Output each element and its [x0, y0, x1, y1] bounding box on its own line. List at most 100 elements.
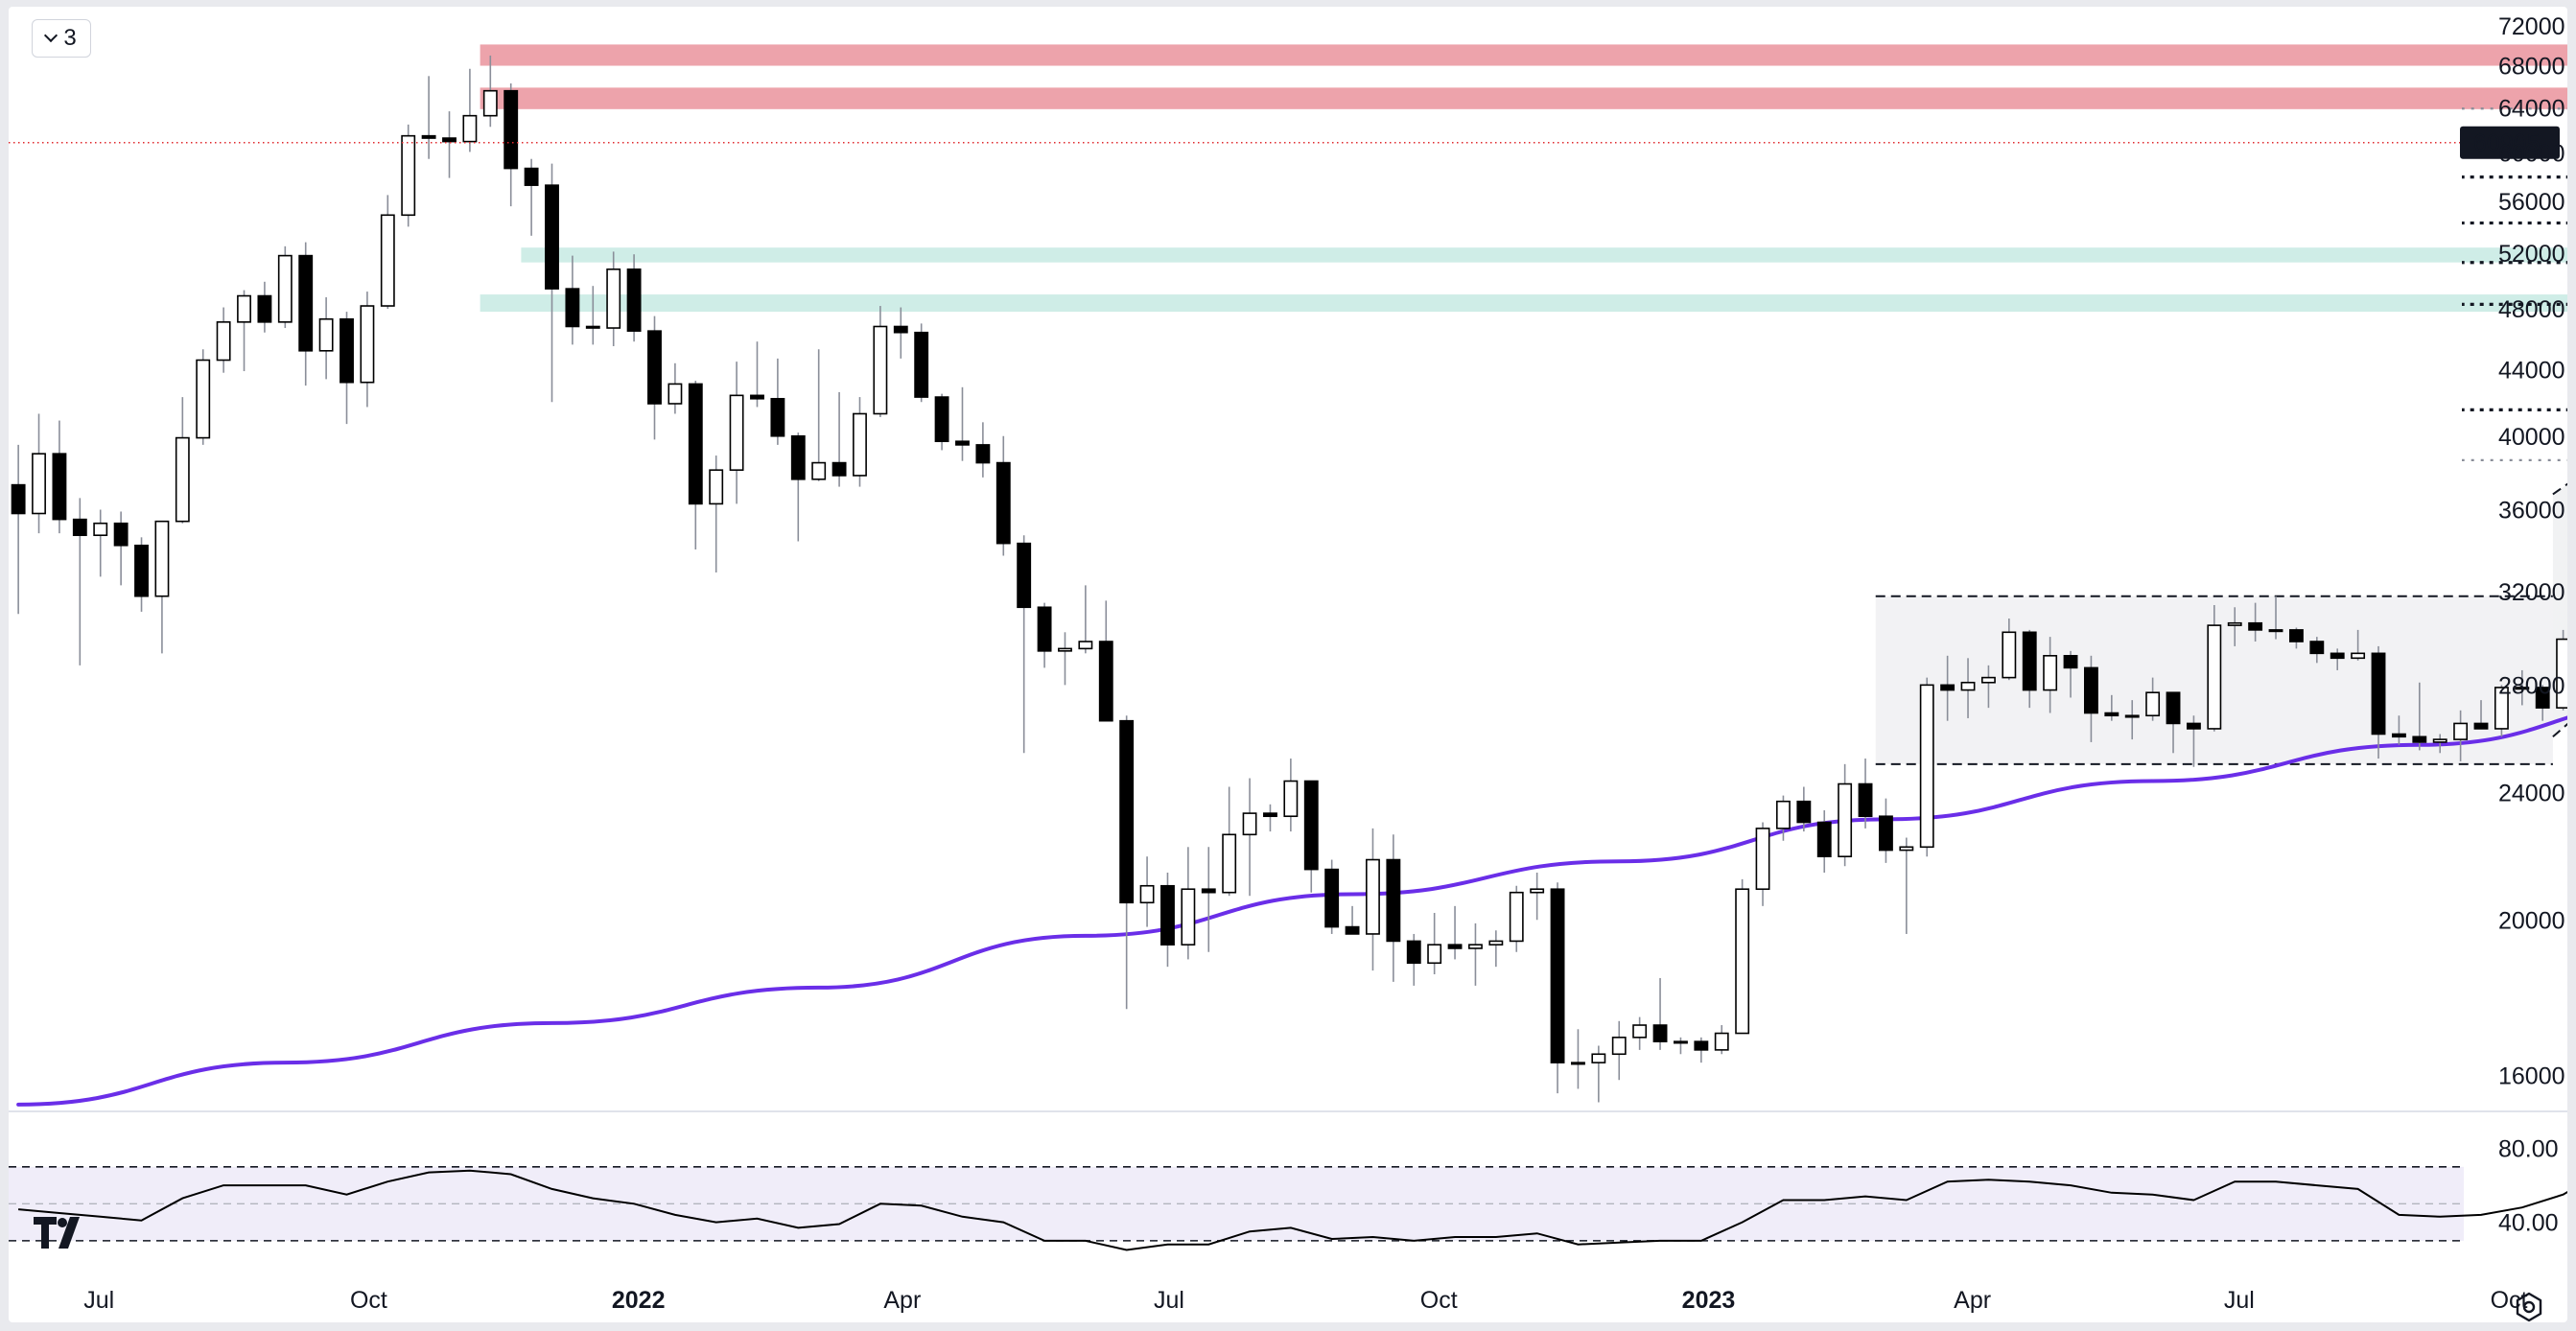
candle-up[interactable]: [1468, 922, 1483, 986]
candle-up[interactable]: [1919, 677, 1934, 857]
candle-up[interactable]: [401, 124, 416, 227]
candle-up[interactable]: [1735, 878, 1750, 1035]
candle-up[interactable]: [1509, 885, 1524, 952]
candle-up[interactable]: [1674, 1037, 1688, 1055]
candle-down[interactable]: [2104, 694, 2119, 721]
candle-down[interactable]: [340, 312, 354, 425]
candle-down[interactable]: [1324, 859, 1340, 934]
candle-up[interactable]: [380, 195, 395, 310]
candle-down[interactable]: [11, 444, 26, 615]
candle-up[interactable]: [2227, 607, 2242, 646]
support-zone[interactable]: [521, 247, 2567, 263]
candle-down[interactable]: [2083, 655, 2098, 742]
candle-up[interactable]: [216, 307, 231, 373]
candle-up[interactable]: [1632, 1016, 1648, 1050]
candle-up[interactable]: [93, 509, 108, 577]
candle-up[interactable]: [1776, 795, 1791, 841]
candle-down[interactable]: [955, 386, 970, 461]
candle-down[interactable]: [1550, 882, 1565, 1094]
candle-up[interactable]: [175, 397, 190, 524]
candle-down[interactable]: [2473, 700, 2489, 730]
candle-down[interactable]: [1652, 977, 1668, 1050]
candle-up[interactable]: [729, 362, 744, 504]
candle-up[interactable]: [1530, 873, 1545, 921]
candle-up[interactable]: [196, 349, 211, 445]
collapse-indicators-button[interactable]: 3: [32, 19, 91, 58]
candle-down[interactable]: [2371, 645, 2386, 759]
candle-down[interactable]: [2309, 637, 2325, 664]
candle-down[interactable]: [2330, 648, 2345, 670]
candle-up[interactable]: [1899, 837, 1914, 934]
candle-up[interactable]: [2002, 618, 2017, 681]
candle-up[interactable]: [1714, 1025, 1729, 1055]
support-zone[interactable]: [480, 294, 2567, 313]
candle-down[interactable]: [1858, 759, 1873, 829]
candle-down[interactable]: [585, 286, 600, 345]
candle-up[interactable]: [1960, 658, 1976, 718]
candle-up[interactable]: [1980, 665, 1996, 709]
candle-down[interactable]: [2022, 629, 2037, 709]
candle-up[interactable]: [1139, 856, 1155, 927]
candle-down[interactable]: [1345, 905, 1360, 935]
candle-down[interactable]: [626, 254, 642, 342]
candle-up[interactable]: [1427, 913, 1442, 974]
candle-down[interactable]: [1406, 933, 1421, 986]
candle-down[interactable]: [298, 242, 314, 386]
candle-down[interactable]: [545, 163, 559, 403]
candle-up[interactable]: [318, 297, 334, 380]
candle-down[interactable]: [1796, 786, 1812, 832]
candle-down[interactable]: [257, 281, 272, 333]
resistance-zone[interactable]: [480, 44, 2567, 66]
candle-down[interactable]: [72, 498, 87, 666]
candle-down[interactable]: [831, 391, 847, 487]
candle-down[interactable]: [750, 341, 764, 408]
candle-up[interactable]: [1078, 585, 1093, 654]
settings-gear-icon[interactable]: [2514, 1292, 2544, 1322]
candle-up[interactable]: [1181, 847, 1196, 960]
candle-up[interactable]: [667, 362, 683, 414]
candle-down[interactable]: [914, 323, 929, 403]
candle-down[interactable]: [524, 158, 539, 236]
candle-down[interactable]: [52, 420, 67, 534]
candle-up[interactable]: [2145, 677, 2161, 721]
candle-up[interactable]: [2494, 685, 2509, 737]
candle-down[interactable]: [1263, 804, 1277, 832]
candle-up[interactable]: [1058, 632, 1072, 686]
candle-up[interactable]: [462, 68, 478, 152]
candle-down[interactable]: [1447, 905, 1463, 960]
candle-down[interactable]: [1386, 834, 1401, 982]
candle-down[interactable]: [1119, 715, 1135, 1010]
candle-down[interactable]: [1160, 873, 1175, 968]
candle-down[interactable]: [1694, 1037, 1709, 1063]
candle-down[interactable]: [1037, 602, 1052, 668]
candle-down[interactable]: [503, 82, 519, 207]
candle-down[interactable]: [2063, 650, 2078, 698]
candle-up[interactable]: [1366, 828, 1380, 971]
candle-down[interactable]: [1017, 535, 1032, 754]
candle-down[interactable]: [134, 537, 149, 612]
candle-down[interactable]: [975, 422, 991, 478]
candle-up[interactable]: [1591, 1045, 1606, 1103]
candle-up[interactable]: [853, 397, 867, 487]
candle-up[interactable]: [2268, 595, 2283, 640]
candle-up[interactable]: [1755, 822, 1770, 906]
candle-down[interactable]: [421, 76, 436, 159]
candle-down[interactable]: [688, 381, 703, 550]
candle-down[interactable]: [647, 315, 662, 440]
candle-down[interactable]: [1098, 600, 1113, 722]
candle-up[interactable]: [482, 55, 498, 128]
candle-down[interactable]: [1940, 655, 1955, 721]
candle-down[interactable]: [1201, 847, 1216, 952]
candle-up[interactable]: [154, 520, 170, 654]
candle-up[interactable]: [709, 455, 724, 572]
candle-up[interactable]: [32, 413, 46, 534]
candle-down[interactable]: [790, 432, 806, 542]
candle-up[interactable]: [1242, 778, 1257, 897]
candle-up[interactable]: [873, 306, 888, 418]
candle-up[interactable]: [2556, 629, 2567, 711]
candle-down[interactable]: [893, 307, 908, 359]
candle-up[interactable]: [2351, 629, 2366, 661]
candle-down[interactable]: [2412, 682, 2427, 751]
candle-up[interactable]: [2043, 637, 2058, 713]
chart-canvas[interactable]: 0 (63947)0.236 (57975)0.382 (54281)0.5 (…: [9, 7, 2567, 1322]
